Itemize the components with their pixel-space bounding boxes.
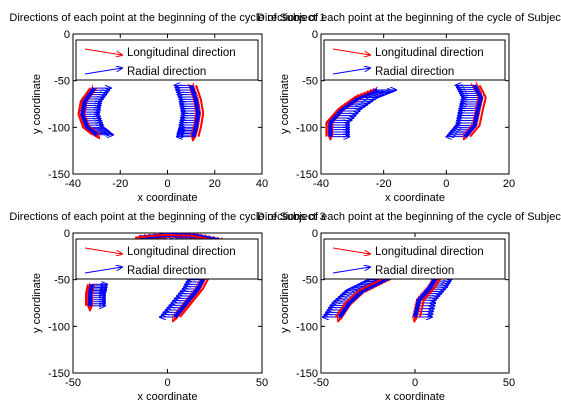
y-axis-label: y coordinate (279, 273, 291, 333)
longitudinal-arrow (338, 317, 340, 321)
legend: Longitudinal direction Radial direction (75, 39, 259, 81)
radial-wall-trace (80, 86, 98, 137)
x-axis-label: x coordinate (138, 192, 198, 204)
legend-box (75, 238, 259, 280)
legend-longitudinal-arrow (84, 247, 122, 254)
plot-title: Directions of each point at the beginnin… (257, 211, 561, 223)
longitudinal-arrow (414, 317, 415, 322)
radial-wall-trace (328, 88, 379, 137)
y-tick-label: -50 (302, 76, 318, 88)
subplot-3: -50 0 50 0 -50 -100 -150 x coordinate y coordina… (9, 211, 325, 403)
legend-radial-arrow (84, 68, 122, 75)
x-tick-label: 20 (503, 178, 515, 190)
x-tick-label: -50 (65, 377, 81, 389)
y-axis-label: y coordinate (279, 74, 291, 134)
legend-longitudinal-arrow (332, 48, 370, 55)
longitudinal-wall-trace (135, 233, 217, 242)
legend-radial-label: Radial direction (127, 265, 206, 277)
x-tick-label: 40 (256, 178, 268, 190)
y-tick-label: -150 (48, 169, 70, 181)
longitudinal-arrow (193, 137, 194, 141)
x-tick-label: 50 (503, 377, 515, 389)
y-tick-label: -100 (296, 321, 318, 333)
legend: Longitudinal direction Radial direction (75, 238, 259, 280)
longitudinal-wall-trace (325, 89, 374, 137)
radial-wall-trace (173, 274, 208, 319)
longitudinal-wall-trace (195, 85, 205, 137)
y-tick-label: -100 (48, 321, 70, 333)
subplot-4: -50 0 50 0 -50 -100 -150 x coordinate y coordina… (257, 211, 561, 403)
radial-wall-trace (189, 84, 201, 138)
radial-wall-trace (413, 273, 440, 318)
x-axis-label: x coordinate (138, 391, 198, 403)
legend-radial-label: Radial direction (375, 265, 454, 277)
legend-radial-label: Radial direction (127, 66, 206, 78)
y-axis-label: y coordinate (31, 273, 43, 333)
x-tick-label: 0 (164, 178, 170, 190)
x-tick-label: 20 (209, 178, 221, 190)
legend-radial-arrow (332, 68, 370, 75)
legend-radial-label: Radial direction (375, 66, 454, 78)
y-tick-label: 0 (312, 228, 318, 240)
x-tick-label: -20 (376, 178, 392, 190)
y-tick-label: 0 (64, 228, 70, 240)
longitudinal-arrow (464, 137, 465, 140)
x-tick-label: -40 (313, 178, 329, 190)
y-tick-label: -50 (54, 76, 70, 88)
subplot-1: -40 -20 0 20 40 0 -50 -100 -150 x coordinate y coo… (9, 12, 325, 204)
y-tick-label: -150 (48, 368, 70, 380)
longitudinal-wall-trace (85, 284, 89, 306)
plot-title: Directions of each point at the beginnin… (9, 211, 325, 223)
longitudinal-wall-trace (179, 274, 212, 318)
y-axis-label: y coordinate (31, 74, 43, 134)
x-tick-label: -40 (65, 178, 81, 190)
legend-longitudinal-label: Longitudinal direction (375, 246, 484, 258)
y-tick-label: -50 (302, 275, 318, 287)
legend-box (323, 39, 506, 81)
x-tick-label: 0 (443, 178, 449, 190)
legend-radial-arrow (332, 267, 370, 274)
y-tick-label: -50 (54, 275, 70, 287)
x-tick-label: 0 (164, 377, 170, 389)
radial-wall-trace (463, 84, 483, 138)
plot-title: Directions of each point at the beginnin… (257, 12, 561, 24)
legend: Longitudinal direction Radial direction (323, 39, 506, 81)
y-tick-label: -150 (296, 368, 318, 380)
legend: Longitudinal direction Radial direction (323, 238, 506, 280)
x-axis-label: x coordinate (385, 192, 445, 204)
longitudinal-arrow (97, 135, 100, 138)
legend-box (75, 39, 259, 81)
y-tick-label: 0 (312, 29, 318, 41)
subplot-2: -40 -20 0 20 0 -50 -100 -150 x coordinate y coord… (257, 12, 561, 204)
legend-longitudinal-label: Longitudinal direction (375, 47, 484, 59)
y-tick-label: -150 (296, 169, 318, 181)
plot-title: Directions of each point at the beginnin… (9, 12, 325, 24)
y-tick-label: 0 (64, 29, 70, 41)
x-tick-label: 0 (412, 377, 418, 389)
x-tick-label: 50 (256, 377, 268, 389)
x-axis-label: x coordinate (385, 391, 445, 403)
vector-field (77, 84, 205, 141)
x-tick-label: -50 (313, 377, 329, 389)
longitudinal-wall-trace (469, 84, 487, 138)
legend-longitudinal-arrow (332, 247, 370, 254)
legend-box (323, 238, 506, 280)
legend-radial-arrow (84, 267, 122, 274)
legend-longitudinal-label: Longitudinal direction (127, 246, 236, 258)
longitudinal-wall-trace (419, 274, 444, 318)
longitudinal-arrow (173, 317, 175, 321)
y-tick-label: -100 (48, 122, 70, 134)
x-tick-label: -20 (112, 178, 128, 190)
legend-longitudinal-label: Longitudinal direction (127, 47, 236, 59)
y-tick-label: -100 (296, 122, 318, 134)
radial-wall-trace (88, 283, 94, 306)
vector-field (325, 84, 487, 140)
longitudinal-wall-trace (77, 87, 94, 136)
legend-longitudinal-arrow (84, 48, 122, 55)
